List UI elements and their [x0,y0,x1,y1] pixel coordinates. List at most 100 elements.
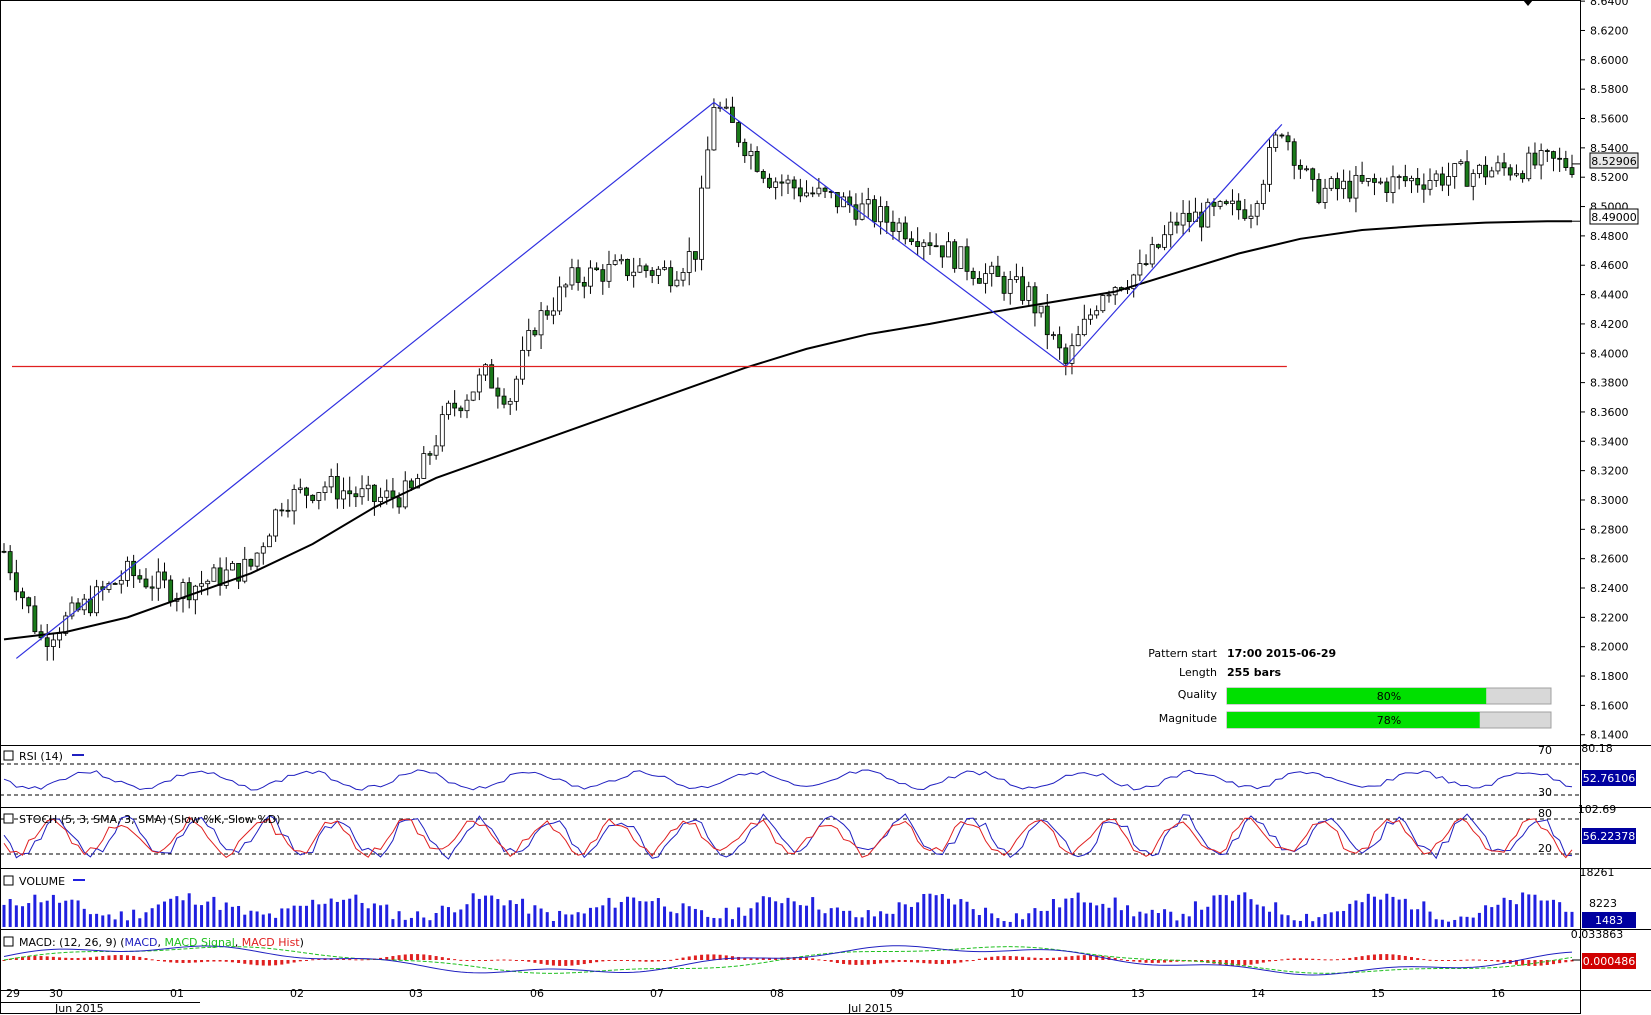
macd-hist-bar-232 [1434,960,1438,961]
candle-body-173 [1069,345,1075,364]
volume-bar-208 [1286,915,1290,927]
candle-body-128 [791,179,797,189]
macd-hist-bar-236 [1459,959,1463,961]
candle-body-11 [69,602,75,617]
volume-bar-86 [533,905,537,927]
volume-bar-182 [1126,905,1130,927]
volume-bar-162 [1002,921,1006,927]
candle-body-229 [1415,177,1421,186]
volume-bar-26 [163,901,167,927]
candle-body-221 [1365,178,1371,182]
volume-bar-5 [33,894,37,927]
candle-body-107 [662,267,667,270]
candle-body-37 [230,563,235,571]
candle-body-249 [1538,150,1544,166]
candle-body-215 [1328,178,1334,189]
volume-bar-90 [558,910,562,927]
volume-bar-15 [95,913,99,927]
volume-bar-72 [446,907,450,927]
subpanel-axis: 80.18 70 30 52.76106 102.69 80 20 56.223… [1538,742,1636,969]
volume-bar-147 [909,906,913,927]
volume-bar-123 [761,896,765,927]
day-label-08: 08 [770,987,784,1000]
candle-body-214 [1322,187,1328,203]
volume-bar-22 [138,918,142,927]
candle-body-69 [427,453,433,456]
macd-label: MACD: (12, 26, 9) (MACD, MACD Signal, MA… [19,936,304,949]
quality-value: 80% [1377,690,1401,703]
macd-hist-bar-160 [990,956,994,960]
stoch-k-line [3,813,1573,860]
rsi-close-icon[interactable] [3,750,14,761]
ma-price-value: 8.49000 [1591,211,1637,224]
candle-body-232 [1433,173,1439,181]
macd-hist-bar-108 [669,959,673,961]
volume-bar-173 [1070,898,1074,927]
macd-hist-bar-234 [1447,960,1451,961]
macd-hist-bar-207 [1280,959,1284,961]
volume-bar-31 [193,904,197,927]
macd-hist-bar-246 [1521,960,1525,966]
macd-hist-bar-206 [1274,960,1278,961]
candle-body-147 [909,238,914,242]
macd-hist-bar-91 [564,960,568,966]
candle-body-121 [748,150,754,157]
day-label-02: 02 [290,987,304,1000]
macd-hist-bar-0 [2,960,6,961]
candle-body-117 [723,106,729,109]
volume-bar-58 [360,902,364,927]
quality-bar-fill [1227,688,1487,704]
volume-bar-225 [1391,896,1395,927]
volume-bar-216 [1335,911,1339,927]
volume-bar-141 [872,916,876,927]
candle-body-223 [1378,181,1384,184]
macd-hist-bar-75 [465,960,469,961]
candle-body-179 [1106,294,1112,297]
macd-hist-bar-233 [1440,960,1444,961]
candle-body-41 [254,552,260,567]
macd-hist-bar-47 [292,960,296,963]
volume-close-icon[interactable] [3,875,14,886]
day-label-09: 09 [890,987,904,1000]
macd-hist-bar-73 [453,959,457,961]
macd-close-icon[interactable] [3,936,14,947]
volume-bar-214 [1323,914,1327,927]
stoch-close-icon[interactable] [3,813,14,824]
candle-body-27 [168,579,174,602]
volume-bar-85 [527,913,531,927]
candle-body-203 [1254,203,1260,217]
volume-bar-93 [576,912,580,927]
macd-hist-bar-64 [397,955,401,960]
macd-hist-bar-93 [576,960,580,965]
y-tick-label-12: 8.4000 [1590,347,1629,360]
volume-bar-95 [588,907,592,927]
macd-hist-bar-140 [866,960,870,965]
macd-hist-bar-218 [1348,957,1352,960]
magnitude-bar-fill [1227,712,1480,728]
macd-hist-bar-63 [391,956,395,960]
macd-hist-bar-48 [298,960,302,962]
macd-hist-bar-41 [255,960,259,966]
volume-bar-43 [267,913,271,927]
volume-bar-7 [45,900,49,927]
candle-body-195 [1205,201,1211,228]
macd-hist-bar-197 [1218,960,1222,965]
volume-bar-246 [1521,892,1525,927]
candle-body-191 [1180,212,1186,226]
volume-bar-119 [737,907,741,927]
volume-bar-179 [1107,907,1111,927]
volume-bar-219 [1354,900,1358,927]
macd-hist-bar-184 [1138,960,1142,963]
macd-hist-bar-211 [1305,958,1309,960]
macd-hist-bar-42 [261,960,265,966]
rsi-current-value: 52.76106 [1583,772,1636,785]
volume-bar-44 [274,917,278,927]
macd-hist-bar-158 [977,958,981,960]
current-price-value: 8.52906 [1591,155,1637,168]
macd-hist-bar-154 [953,960,957,964]
volume-bar-185 [1144,913,1148,927]
macd-hist-bar-249 [1539,960,1543,966]
rsi-panel-header: RSI (14) [3,750,84,763]
volume-bar-23 [144,912,148,927]
macd-hist-bar-6 [39,956,43,960]
